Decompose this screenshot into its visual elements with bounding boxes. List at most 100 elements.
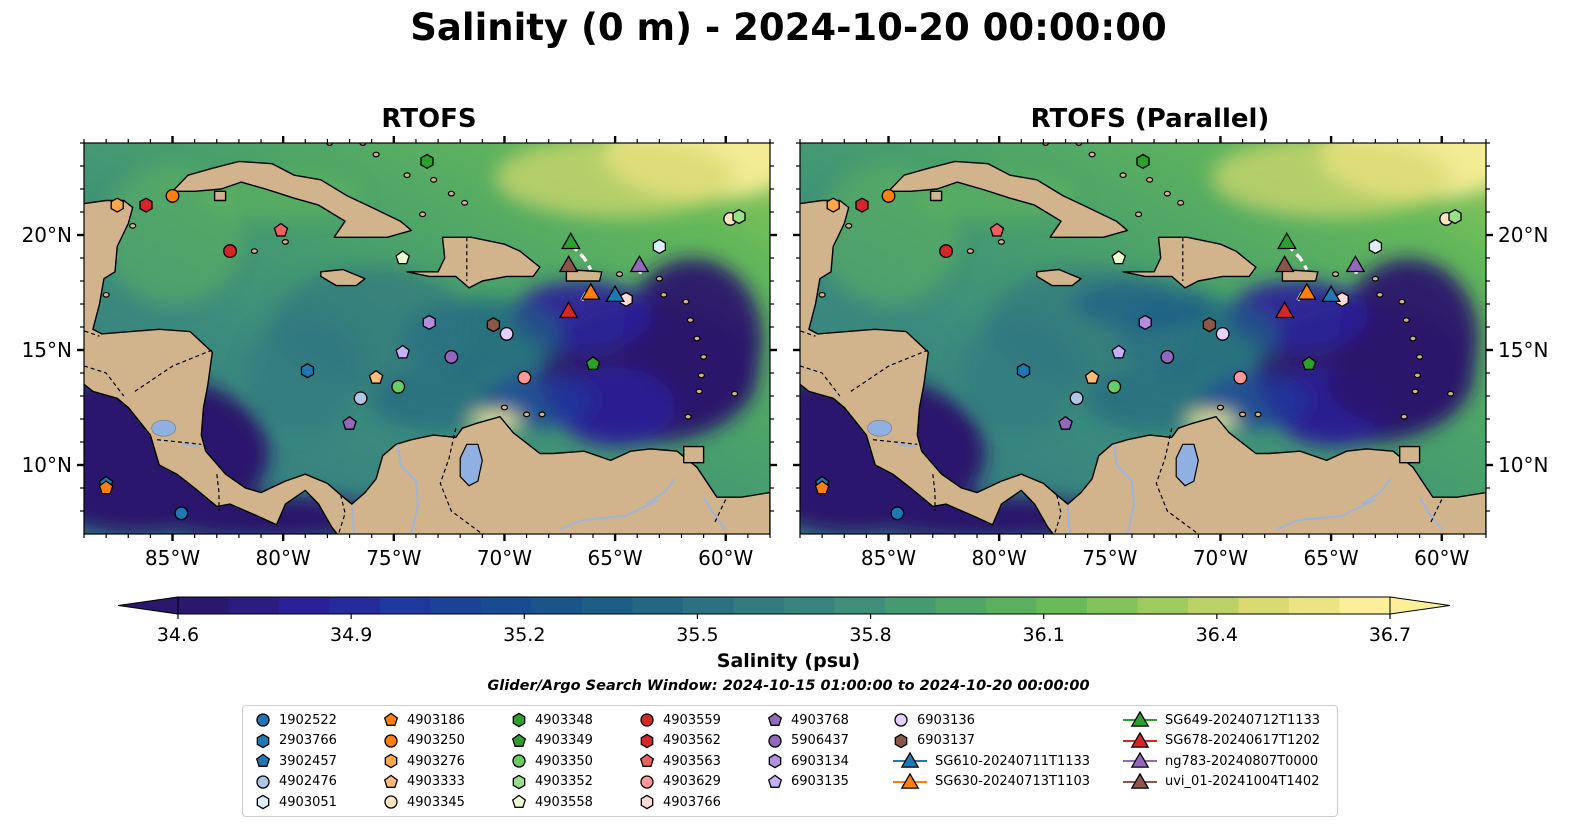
map-rtofs-parallel: 85°W 80°W 75°W 70°W 65°W 60°W 10°N 15°N 20°N: [793, 136, 1548, 570]
legend-marker-icon: [640, 733, 654, 748]
lon-tick-label: 65°W: [587, 546, 642, 570]
legend-marker-icon: [512, 754, 526, 768]
marker-4903562: [855, 197, 869, 213]
marker-4903558: [1111, 250, 1126, 265]
legend-label: 6903134: [791, 753, 849, 769]
legend-item: 6903136: [893, 710, 975, 730]
legend-marker: [1130, 731, 1150, 748]
river: [1418, 496, 1443, 531]
map-ticks: 85°W 80°W 75°W 70°W 65°W 60°W 10°N 15°N 20°N: [793, 136, 1548, 570]
legend-item: ng783-20240807T0000: [1123, 751, 1318, 771]
marker-4903563: [989, 222, 1005, 237]
legend-label: 4903629: [663, 774, 721, 789]
small-island: [686, 317, 694, 324]
marker-ng783-20240807t0000: [1345, 254, 1366, 273]
legend-marker: [512, 754, 526, 768]
observation-markers: [814, 153, 1462, 521]
marker-4903348: [420, 153, 434, 170]
legend-item: 6903135: [767, 772, 849, 792]
legend-item: 4902476: [255, 772, 337, 792]
small-island: [1413, 372, 1422, 379]
lon-tick-label: 60°W: [1414, 546, 1469, 570]
marker-4903250: [881, 188, 896, 203]
legend-marker: [900, 772, 920, 789]
marker-4903559: [939, 244, 954, 259]
colorbar-label: Salinity (psu): [716, 650, 861, 672]
small-island: [997, 238, 1005, 245]
legend-item: 4903766: [639, 792, 721, 812]
marker-4903350: [391, 379, 406, 394]
small-island: [1254, 411, 1262, 418]
colorbar-tick-label: 35.5: [676, 624, 718, 645]
map-frame: [799, 142, 1487, 535]
small-island: [730, 390, 739, 397]
legend-item: 4903629: [639, 772, 721, 792]
small-island: [102, 291, 110, 298]
small-island: [966, 248, 974, 255]
legend-label: 4902476: [279, 774, 337, 789]
legend-item: 4903051: [255, 792, 337, 812]
legend-marker: [894, 713, 908, 727]
legend-item: 6903134: [767, 751, 849, 771]
river: [559, 498, 660, 531]
legend-label: 4903186: [407, 712, 465, 728]
legend-label: 4903345: [407, 794, 465, 810]
legend-marker-icon: [511, 733, 527, 747]
marker-4903276: [826, 197, 840, 213]
legend-marker: [512, 712, 526, 728]
marker-4903250: [165, 188, 180, 203]
lon-tick-label: 75°W: [1082, 546, 1137, 570]
legend-marker: [511, 733, 527, 747]
land-cuba: [887, 160, 1129, 239]
legend-item: 4903349: [511, 731, 593, 751]
observation-markers: [98, 153, 746, 521]
lat-tick-label: 10°N: [1498, 453, 1548, 477]
legend-item: SG630-20240713T1103: [893, 772, 1090, 792]
legend-label: 2903766: [279, 733, 337, 748]
legend-marker-icon: [640, 713, 654, 727]
figure-title: Salinity (0 m) - 2024-10-20 00:00:00: [410, 6, 1167, 49]
marker-6903136: [1215, 326, 1230, 341]
legend-item: 4903768: [767, 710, 849, 730]
marker-6903135: [395, 344, 410, 359]
small-island: [281, 238, 289, 245]
legend-marker-icon: [767, 774, 783, 788]
small-island: [1331, 271, 1340, 278]
lat-tick-label: 20°N: [1498, 223, 1548, 247]
legend-marker: [512, 774, 526, 789]
marker-2903766: [300, 363, 315, 379]
legend-label: 4903276: [407, 753, 465, 769]
lon-tick-label: 80°W: [256, 546, 311, 570]
salinity-features: [800, 143, 1486, 534]
legend-label: 4903352: [535, 774, 593, 789]
map-ticks: 85°W 80°W 75°W 70°W 65°W 60°W 10°N 15°N 20°N: [22, 136, 777, 570]
colorbar-tick-label: 36.1: [1023, 624, 1065, 645]
legend-label: SG610-20240711T1133: [935, 753, 1091, 769]
map-frame: [83, 142, 771, 535]
legend-marker-icon: [511, 794, 527, 808]
lat-tick-label: 15°N: [1498, 338, 1548, 362]
marker-6903134: [422, 314, 436, 331]
colorbar-tick-label: 34.9: [330, 624, 372, 645]
land-central-south-america: [84, 199, 770, 534]
legend-item: 4903559: [639, 710, 721, 730]
small-island: [818, 291, 826, 298]
land-puerto-rico: [1281, 268, 1319, 282]
small-island: [1398, 298, 1406, 305]
legend-label: 4903333: [407, 774, 465, 789]
land-cuba: [171, 160, 413, 239]
legend-label: 4903559: [663, 712, 721, 728]
river: [1113, 444, 1136, 534]
legend-marker: [256, 733, 270, 748]
legend-marker-icon: [383, 712, 399, 726]
small-island: [372, 151, 380, 158]
legend-marker-icon: [384, 733, 398, 748]
lon-tick-label: 80°W: [972, 546, 1027, 570]
lake-nicaragua: [151, 419, 176, 437]
legend-marker-icon: [256, 713, 270, 727]
river: [1361, 478, 1392, 505]
legend-label: 4903350: [535, 753, 593, 769]
marker-sg630-20240713t1103: [580, 282, 601, 300]
small-island: [700, 354, 708, 360]
legend-marker: [383, 712, 399, 726]
